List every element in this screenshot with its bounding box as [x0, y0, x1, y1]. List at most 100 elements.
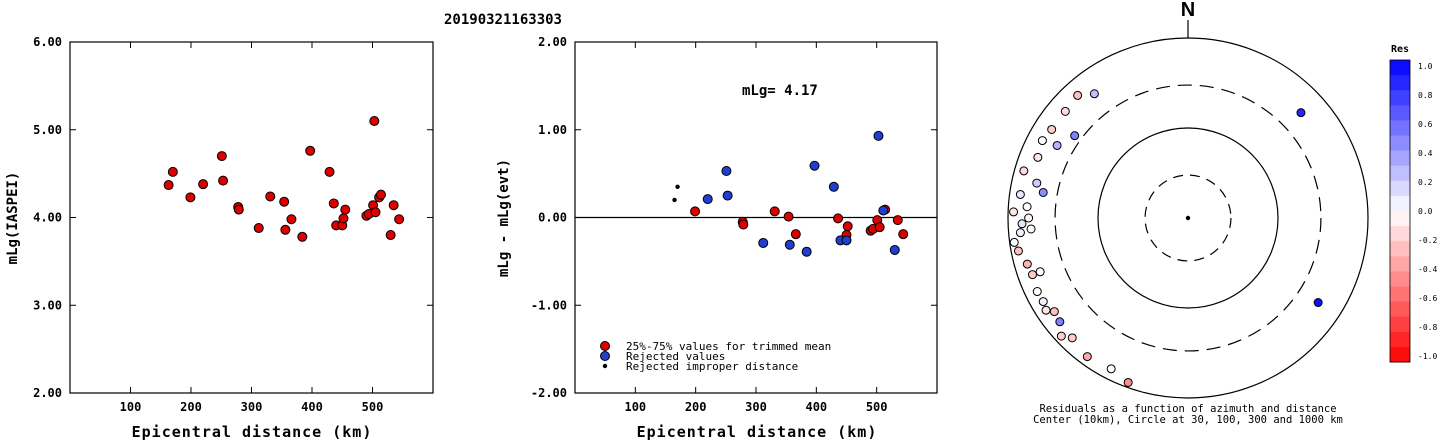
colorbar-segment — [1390, 286, 1410, 303]
data-point — [216, 151, 227, 162]
x-tick-label: 400 — [301, 400, 323, 414]
station-marker — [1033, 152, 1043, 162]
data-point — [388, 200, 399, 211]
colorbar-tick-label: 0.0 — [1418, 207, 1433, 216]
data-point — [769, 206, 780, 217]
x-tick-label: 200 — [685, 400, 707, 414]
x-tick-label: 100 — [120, 400, 142, 414]
station-marker — [1082, 352, 1092, 362]
data-point — [828, 181, 839, 192]
station-marker — [1049, 307, 1059, 317]
colorbar-segment — [1390, 90, 1410, 106]
colorbar-segment — [1390, 226, 1410, 242]
x-tick-label: 400 — [805, 400, 827, 414]
station-marker — [1041, 305, 1051, 315]
y-tick-label: 6.00 — [33, 35, 62, 49]
colorbar-tick-label: -0.6 — [1418, 294, 1437, 303]
residual-vs-distance-panel: mLg - mLg(evt) Epicentral distance (km) … — [496, 35, 938, 441]
colorbar-tick-label: -1.0 — [1418, 352, 1437, 361]
colorbar-segment — [1390, 331, 1410, 348]
station-marker — [1015, 189, 1025, 199]
station-marker — [1052, 140, 1062, 150]
legend-label-trimmed: 25%-75% values for trimmed mean — [626, 340, 831, 353]
data-point — [340, 204, 351, 215]
plot-frame — [69, 41, 434, 394]
mean-magnitude-annotation: mLg= 4.17 — [742, 83, 818, 99]
station-marker — [1037, 136, 1047, 146]
data-point — [809, 160, 820, 171]
colorbar-tick-label: 0.8 — [1418, 91, 1433, 100]
data-point — [369, 115, 380, 126]
data-point — [758, 237, 769, 248]
colorbar-segment — [1390, 105, 1410, 121]
data-point — [167, 166, 178, 177]
colorbar-segment — [1390, 180, 1410, 197]
data-point — [253, 223, 264, 234]
data-point — [690, 206, 701, 217]
colorbar-segment — [1390, 241, 1410, 257]
station-marker — [1017, 219, 1027, 229]
station-marker — [1056, 331, 1066, 341]
data-point — [375, 189, 386, 200]
station-marker — [1067, 333, 1077, 343]
y-tick-label: 0.00 — [538, 211, 567, 225]
data-point — [873, 130, 884, 141]
data-point — [672, 197, 677, 203]
data-point — [280, 224, 291, 235]
data-point — [841, 235, 852, 246]
data-point — [265, 191, 276, 202]
colorbar-segment — [1390, 135, 1410, 152]
x-axis-label: Epicentral distance (km) — [637, 423, 878, 441]
data-point — [842, 221, 853, 232]
colorbar-segment — [1390, 165, 1410, 182]
legend: 25%-75% values for trimmed mean Rejected… — [600, 340, 831, 373]
x-tick-label: 300 — [241, 400, 263, 414]
station-marker — [1032, 287, 1042, 297]
data-point — [297, 231, 308, 242]
colorbar-frame — [1389, 59, 1411, 363]
colorbar-segment — [1390, 271, 1410, 287]
station-marker — [1070, 131, 1080, 141]
data-point — [878, 205, 889, 216]
station-marker — [1047, 124, 1057, 134]
station-marker — [1089, 89, 1099, 99]
data-point — [898, 229, 909, 240]
station-marker — [1296, 108, 1306, 118]
ring-30km — [1144, 174, 1232, 262]
x-tick-label: 500 — [866, 400, 888, 414]
colorbar-segment — [1390, 195, 1410, 212]
legend-label-improper: Rejected improper distance — [626, 360, 798, 373]
station-marker — [1027, 270, 1037, 280]
data-point — [338, 213, 349, 224]
y-tick-label: -1.00 — [531, 298, 567, 312]
x-tick-label: 300 — [745, 400, 767, 414]
data-point — [370, 207, 381, 218]
station-marker — [1038, 187, 1048, 197]
data-point — [218, 175, 229, 186]
colorbar-segment — [1390, 301, 1410, 318]
ring-100km — [1097, 127, 1279, 309]
magnitude-vs-distance-panel: mLg(IASPEI) Epicentral distance (km) 2.0… — [5, 35, 434, 441]
colorbar-tick-label: 1.0 — [1418, 62, 1433, 71]
y-axis-label: mLg - mLg(evt) — [496, 159, 512, 277]
station-marker — [1032, 178, 1042, 188]
data-point — [889, 244, 900, 255]
x-tick-label: 100 — [624, 400, 646, 414]
data-point — [185, 192, 196, 203]
y-tick-label: 3.00 — [33, 298, 62, 312]
colorbar-tick-label: -0.8 — [1418, 323, 1437, 332]
data-point — [163, 180, 174, 191]
colorbar-tick-label: -0.4 — [1418, 265, 1437, 274]
station-marker — [1313, 298, 1323, 308]
data-point — [721, 165, 732, 176]
station-marker — [1015, 228, 1025, 238]
data-point — [801, 246, 812, 257]
data-point — [702, 194, 713, 205]
data-point — [738, 219, 749, 230]
y-tick-label: 2.00 — [33, 386, 62, 400]
colorbar-tick-label: 0.6 — [1418, 120, 1433, 129]
colorbar-segment — [1390, 346, 1410, 363]
polar-caption-line2: Center (10km), Circle at 30, 100, 300 an… — [1033, 414, 1343, 426]
colorbar-segment — [1390, 75, 1410, 91]
